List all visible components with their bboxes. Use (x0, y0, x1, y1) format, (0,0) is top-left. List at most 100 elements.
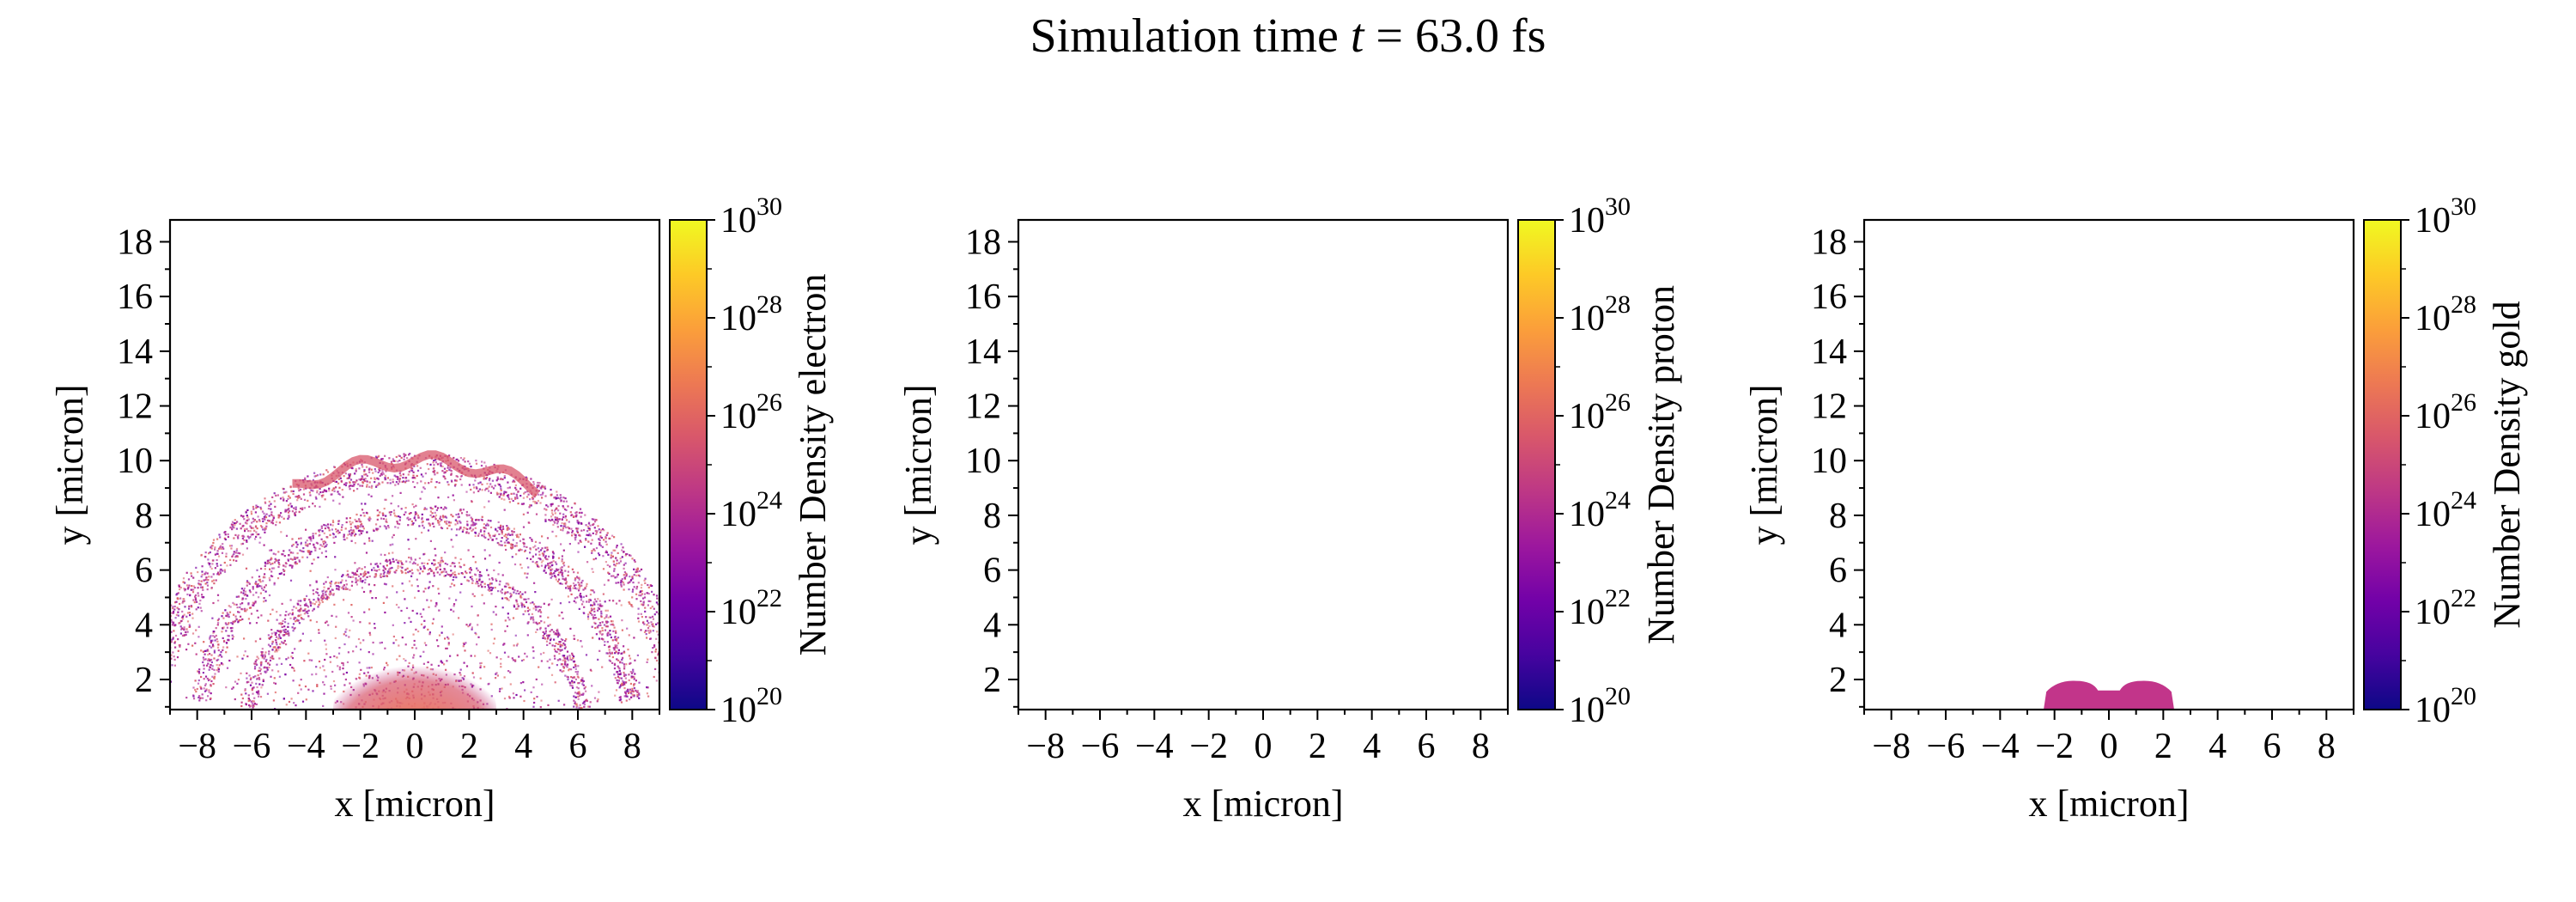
y-tick-label: 6 (1829, 552, 1847, 591)
colorbar-tick-label: 1030 (720, 192, 782, 241)
colorbar-tick-label: 1020 (720, 682, 782, 730)
electron-front-band (292, 450, 540, 498)
y-tick-label: 18 (117, 222, 153, 262)
figure-title-var: t (1350, 9, 1364, 63)
y-tick-label: 4 (1829, 606, 1847, 645)
x-tick-label: 4 (2208, 727, 2227, 766)
x-axis: −8 −6 −4 −2 0 2 4 6 8 x [micron] (1018, 710, 1509, 825)
x-tick-label: 0 (406, 727, 424, 766)
x-axis-label: x [micron] (2029, 783, 2190, 825)
colorbar-tick-label: 1026 (2415, 388, 2476, 436)
y-tick-label: 2 (983, 661, 1001, 700)
colorbar-label: Number Density proton (1640, 285, 1682, 644)
y-axis: 2 4 6 8 10 12 14 16 18 y [micron] (49, 222, 170, 708)
y-axis-label: y [micron] (897, 385, 939, 545)
heatmap-data-3 (2044, 680, 2174, 710)
x-tick-label: 0 (2100, 727, 2118, 766)
x-tick-label: −2 (1189, 727, 1228, 766)
colorbar-tick-label: 1028 (2415, 290, 2476, 338)
figure-title-prefix: Simulation time (1030, 9, 1351, 63)
y-axis-label: y [micron] (49, 385, 91, 545)
x-tick-label: −4 (1981, 727, 2020, 766)
y-tick-label: 8 (983, 497, 1001, 536)
figure-title: Simulation time t = 63.0 fs (0, 9, 2576, 64)
colorbar-tick-label: 1028 (720, 290, 782, 338)
y-tick-label: 14 (1811, 332, 1847, 372)
y-tick-label: 18 (965, 222, 1001, 262)
x-tick-label: 2 (1309, 727, 1327, 766)
colorbar-label: Number Density gold (2486, 301, 2528, 628)
y-tick-label: 6 (135, 552, 153, 591)
y-tick-label: 18 (1811, 222, 1847, 262)
x-axis: −8 −6 −4 −2 0 2 4 6 8 x [micron] (169, 710, 660, 825)
y-tick-label: 10 (965, 442, 1001, 481)
x-tick-label: −6 (1927, 727, 1965, 766)
y-tick-label: 4 (983, 606, 1001, 645)
x-tick-label: 6 (1418, 727, 1436, 766)
x-tick-label: −2 (2035, 727, 2074, 766)
colorbar-tick-label: 1026 (1569, 388, 1631, 436)
y-tick-label: 16 (965, 277, 1001, 317)
y-tick-label: 8 (1829, 497, 1847, 536)
colorbar-tick-label: 1026 (720, 388, 782, 436)
colorbar-tick-label: 1030 (2415, 192, 2476, 241)
x-tick-label: −6 (233, 727, 271, 766)
x-axis-label: x [micron] (1183, 783, 1344, 825)
x-tick-label: −8 (1872, 727, 1911, 766)
colorbar-tick-label: 1022 (1569, 584, 1631, 632)
x-tick-label: −4 (1135, 727, 1174, 766)
y-tick-label: 8 (135, 497, 153, 536)
x-tick-label: −6 (1081, 727, 1120, 766)
y-tick-label: 12 (965, 387, 1001, 427)
y-tick-label: 14 (965, 332, 1001, 372)
y-axis: 2 4 6 8 10 12 14 16 18 y [micron] (1743, 222, 1864, 708)
x-tick-label: 0 (1255, 727, 1273, 766)
axes-frame (1862, 218, 2355, 711)
y-tick-label: 12 (117, 387, 153, 427)
colorbar-tick-label: 1020 (2415, 682, 2476, 730)
colorbar-tick-label: 1024 (720, 486, 782, 534)
x-tick-label: 6 (569, 727, 587, 766)
y-tick-label: 2 (135, 661, 153, 700)
colorbar-tick-label: 1020 (1569, 682, 1631, 730)
x-tick-label: 8 (2318, 727, 2336, 766)
x-tick-label: −2 (341, 727, 380, 766)
colorbar: 1020 1022 1024 1026 1028 1030 Number Density p… (1517, 192, 1682, 730)
colorbar-tick-label: 1028 (1569, 290, 1631, 338)
y-tick-label: 6 (983, 552, 1001, 591)
colorbar-tick-label: 1024 (2415, 486, 2476, 534)
x-tick-label: 4 (1363, 727, 1381, 766)
y-tick-label: 10 (117, 442, 153, 481)
colorbar-tick-label: 1024 (1569, 486, 1631, 534)
x-tick-label: −8 (1026, 727, 1065, 766)
x-tick-label: 8 (623, 727, 641, 766)
x-tick-label: 4 (514, 727, 532, 766)
x-tick-label: 6 (2263, 727, 2281, 766)
y-tick-label: 4 (135, 606, 153, 645)
colorbar-label: Number Density electron (792, 274, 834, 656)
figure-title-suffix: = 63.0 fs (1364, 9, 1546, 63)
y-tick-label: 12 (1811, 387, 1847, 427)
y-tick-label: 2 (1829, 661, 1847, 700)
y-tick-label: 16 (117, 277, 153, 317)
y-tick-label: 16 (1811, 277, 1847, 317)
y-axis-label: y [micron] (1743, 385, 1785, 545)
heatmap-data-1 (170, 450, 659, 710)
x-tick-label: 2 (2154, 727, 2172, 766)
colorbar-tick-label: 1030 (1569, 192, 1631, 241)
x-tick-label: 8 (1472, 727, 1490, 766)
y-tick-label: 10 (1811, 442, 1847, 481)
electron-core (333, 646, 496, 710)
colorbar-tick-label: 1022 (2415, 584, 2476, 632)
x-tick-label: 2 (460, 727, 478, 766)
y-axis: 2 4 6 8 10 12 14 16 18 y [micron] (897, 222, 1018, 708)
y-tick-label: 14 (117, 332, 153, 372)
x-axis: −8 −6 −4 −2 0 2 4 6 8 x [micron] (1863, 710, 2354, 825)
x-tick-label: −8 (178, 727, 216, 766)
x-axis-label: x [micron] (335, 783, 495, 825)
